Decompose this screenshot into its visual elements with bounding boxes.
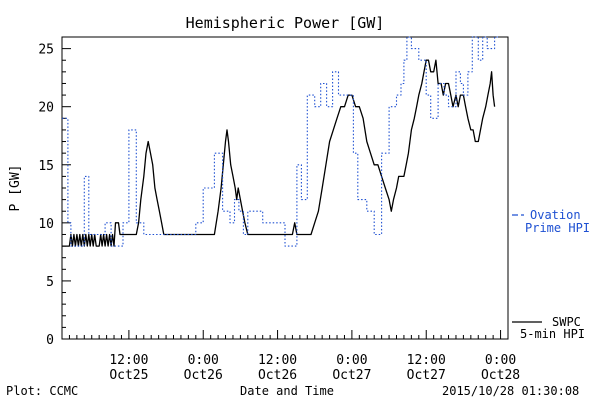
x-tick-date: Oct28 xyxy=(481,368,520,383)
y-tick-label: 10 xyxy=(38,217,54,232)
legend-swpc-line1: SWPC xyxy=(552,315,581,329)
y-axis-label: P [GW] xyxy=(8,165,23,212)
x-axis-label: Date and Time xyxy=(240,384,334,398)
y-tick-label: 5 xyxy=(46,275,54,290)
y-axis: 0 5 10 15 20 25 xyxy=(38,43,71,348)
y-tick-label: 20 xyxy=(38,101,54,116)
legend-swpc-line2: 5-min HPI xyxy=(520,327,585,341)
x-tick-date: Oct26 xyxy=(184,368,223,383)
legend-ovation-line2: Prime HPI xyxy=(525,221,590,235)
x-tick-time: 0:00 xyxy=(336,353,367,368)
series-layer xyxy=(62,36,500,247)
x-tick-time: 12:00 xyxy=(407,353,446,368)
x-tick-time: 12:00 xyxy=(258,353,297,368)
x-tick-date: Oct25 xyxy=(109,368,148,383)
y-tick-label: 25 xyxy=(38,43,54,58)
x-tick-time: 0:00 xyxy=(188,353,219,368)
legend-swpc: SWPC 5-min HPI xyxy=(512,315,585,341)
y-tick-label: 0 xyxy=(46,333,54,348)
x-tick-date: Oct26 xyxy=(258,368,297,383)
legend-ovation: Ovation Prime HPI xyxy=(512,208,590,235)
x-tick-date: Oct27 xyxy=(407,368,446,383)
chart-title: Hemispheric Power [GW] xyxy=(186,14,385,32)
x-tick-time: 12:00 xyxy=(109,353,148,368)
legend-ovation-line1: Ovation xyxy=(530,208,581,222)
x-tick-date: Oct27 xyxy=(332,368,371,383)
plot-credit: Plot: CCMC xyxy=(6,384,78,398)
plot-timestamp: 2015/10/28 01:30:08 xyxy=(442,384,579,398)
x-axis: 12:00Oct250:00Oct2612:00Oct260:00Oct2712… xyxy=(68,330,520,383)
x-tick-time: 0:00 xyxy=(485,353,516,368)
series-line-ovation xyxy=(62,36,500,247)
y-tick-label: 15 xyxy=(38,159,54,174)
